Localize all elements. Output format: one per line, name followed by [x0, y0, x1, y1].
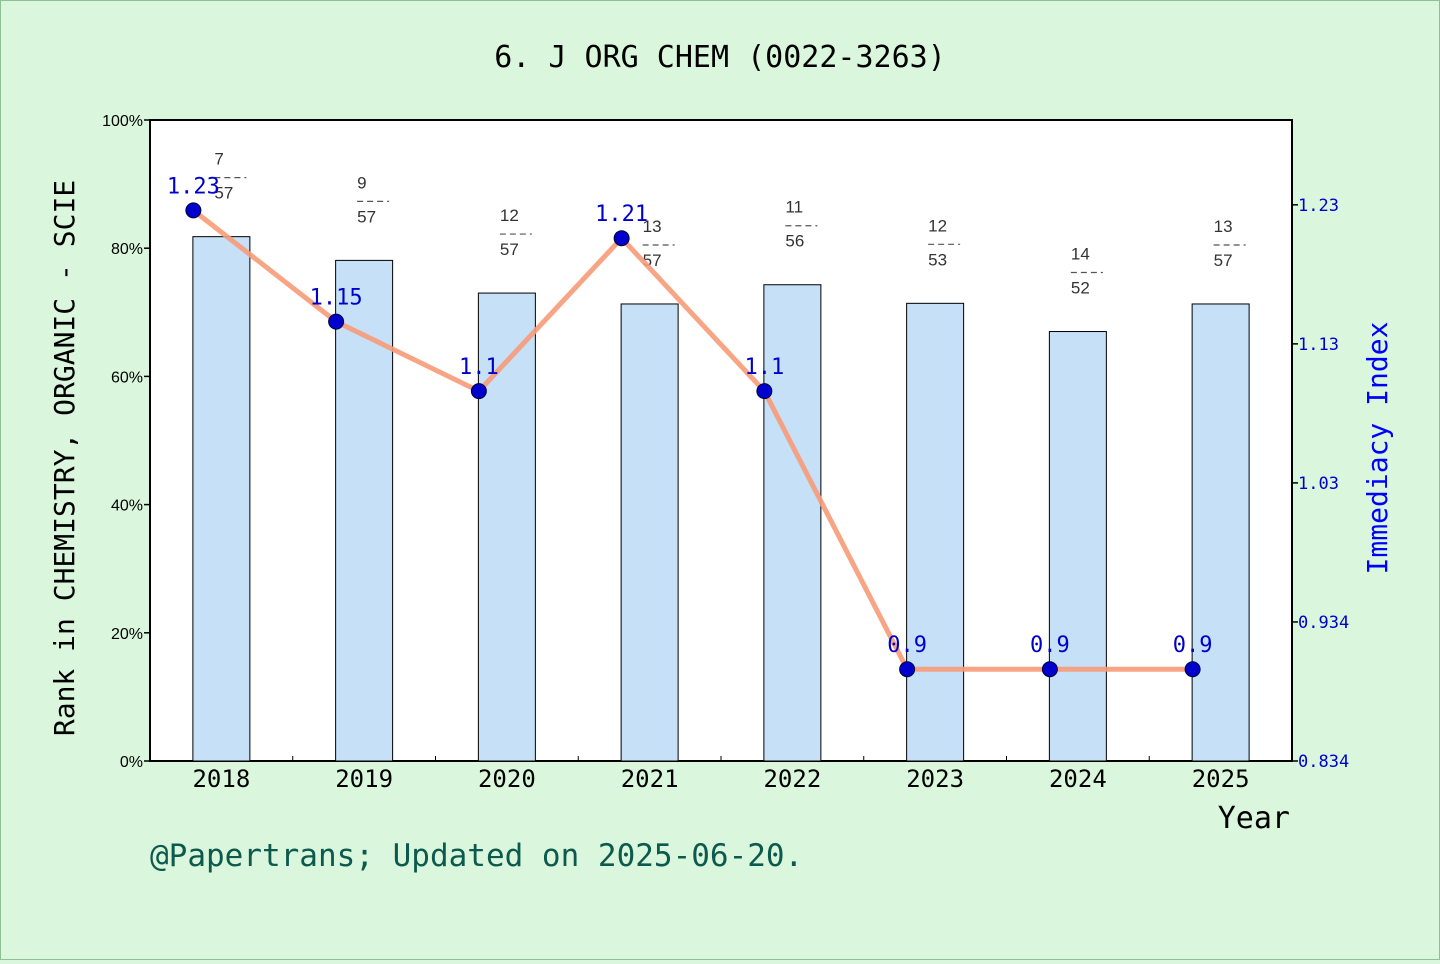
immediacy-point-2024 — [1041, 661, 1058, 678]
y-right-tick-label: 1.23 — [1298, 196, 1339, 216]
immediacy-point-2025 — [1184, 661, 1201, 678]
immediacy-value-labels: 1.23 1.15 1.1 1.21 1.1 0.9 0.9 0.9 — [167, 174, 1213, 658]
rank-total-2024: 52 — [1071, 279, 1090, 298]
y-left-tick-label: 80% — [111, 241, 143, 258]
x-axis-label: Year — [1218, 801, 1290, 836]
axes: 0% 20% 40% 60% 80% 100% 0.834 0.934 1.03 1.13 1.23… — [102, 113, 1349, 793]
rank-total-2018: 57 — [214, 184, 233, 203]
immediacy-point-2023 — [899, 661, 916, 678]
immediacy-label-2018: 1.23 — [167, 174, 220, 199]
x-tick-label-2025: 2025 — [1192, 765, 1250, 793]
immediacy-label-2020: 1.1 — [459, 355, 499, 380]
rank-label-2022: 11 — [785, 198, 803, 217]
y-left-tick-label: 40% — [111, 498, 143, 515]
immediacy-label-2021: 1.21 — [595, 202, 648, 227]
immediacy-line-series — [185, 202, 1201, 678]
x-tick-label-2021: 2021 — [621, 765, 679, 793]
y-right-tick-label: 1.13 — [1298, 335, 1339, 355]
y-right-tick-label: 0.834 — [1298, 752, 1349, 772]
x-tick-label-2019: 2019 — [335, 765, 393, 793]
immediacy-label-2022: 1.1 — [745, 355, 785, 380]
rank-total-2025: 57 — [1214, 251, 1233, 270]
rank-total-2019: 57 — [357, 207, 376, 226]
bar-2022 — [763, 284, 822, 762]
x-tick-label-2023: 2023 — [906, 765, 964, 793]
immediacy-label-2025: 0.9 — [1173, 633, 1213, 658]
y-left-tick-label: 100% — [102, 113, 143, 130]
bar-2024 — [1048, 331, 1107, 762]
y-left-tick-label: 60% — [111, 369, 143, 386]
bar-2018 — [192, 236, 251, 762]
bar-2020 — [477, 292, 536, 762]
x-tick-label-2018: 2018 — [192, 765, 250, 793]
immediacy-point-2019 — [328, 313, 345, 330]
rank-label-2023: 12 — [928, 216, 947, 235]
y-axis-right-label: Immediacy Index — [1361, 322, 1394, 575]
rank-label-2019: 9 — [357, 173, 366, 192]
footer-credit: @Papertrans; Updated on 2025-06-20. — [150, 838, 803, 874]
rank-label-2020: 12 — [500, 206, 519, 225]
immediacy-label-2023: 0.9 — [887, 633, 927, 658]
immediacy-point-2018 — [185, 202, 202, 219]
bar-2021 — [620, 303, 679, 762]
immediacy-label-2024: 0.9 — [1030, 633, 1070, 658]
bar-2025 — [1191, 303, 1250, 762]
rank-total-2023: 53 — [928, 250, 947, 269]
y-right-tick-label: 0.934 — [1298, 613, 1349, 633]
rank-total-2022: 56 — [785, 232, 804, 251]
immediacy-point-2022 — [756, 383, 773, 400]
y-left-tick-label: 20% — [111, 626, 143, 643]
rank-label-2018: 7 — [214, 150, 223, 169]
rank-total-2020: 57 — [500, 240, 519, 259]
immediacy-point-2020 — [470, 383, 487, 400]
rank-label-2021: 13 — [643, 217, 662, 236]
y-left-tick-label: 0% — [120, 754, 143, 771]
x-tick-label-2020: 2020 — [478, 765, 536, 793]
x-tick-label-2024: 2024 — [1049, 765, 1107, 793]
chart-title: 6. J ORG CHEM (0022-3263) — [494, 40, 946, 75]
immediacy-line — [191, 208, 1193, 672]
immediacy-label-2019: 1.15 — [310, 286, 363, 311]
y-right-tick-label: 1.03 — [1298, 474, 1339, 494]
immediacy-point-2021 — [613, 230, 630, 247]
rank-label-2025: 13 — [1214, 217, 1233, 236]
x-tick-label-2022: 2022 — [763, 765, 821, 793]
y-axis-left-label: Rank in CHEMISTRY, ORGANIC - SCIE — [48, 180, 81, 736]
rank-label-2024: 14 — [1071, 245, 1090, 264]
bar-2023 — [906, 302, 965, 762]
